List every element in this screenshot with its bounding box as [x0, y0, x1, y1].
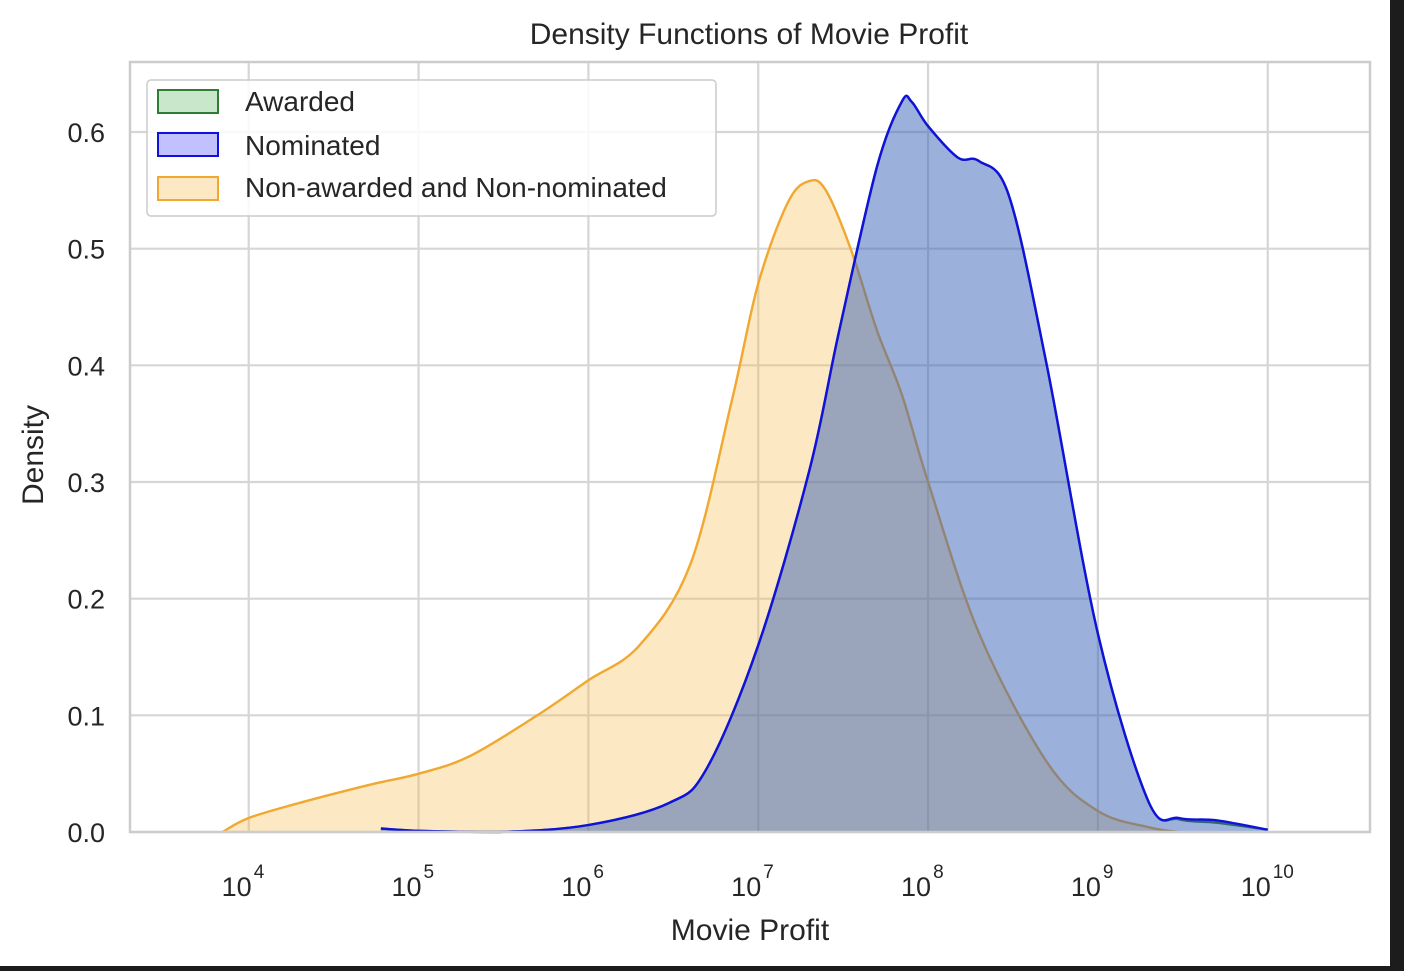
- area-non-awarded: [222, 180, 1179, 832]
- legend-swatch-nominated: [157, 132, 219, 157]
- density-areas: [221, 94, 1268, 834]
- x-tick-exponent: 10: [1273, 862, 1294, 883]
- legend-swatch-awarded: [157, 89, 219, 114]
- x-tick-exponent: 6: [593, 862, 604, 883]
- area-nominated: [380, 95, 1268, 832]
- legend-label-nominated: Nominated: [245, 130, 380, 161]
- x-tick-label: 10 9: [1071, 862, 1114, 902]
- x-axis-label: Movie Profit: [671, 914, 830, 947]
- x-tick-base: 10: [731, 872, 761, 902]
- y-tick-labels: 0.0 0.1 0.2 0.3 0.4 0.5 0.6: [67, 118, 105, 848]
- x-tick-label: 10 7: [731, 862, 774, 902]
- x-tick-label: 10 5: [392, 862, 435, 902]
- plot-frame: [128, 60, 1372, 834]
- legend-swatch-non-awarded: [157, 176, 219, 201]
- x-tick-exponent: 5: [424, 862, 435, 883]
- x-tick-base: 10: [392, 872, 422, 902]
- line-non-awarded: [221, 178, 1180, 834]
- legend-box: [146, 79, 717, 217]
- x-tick-exponent: 4: [254, 862, 265, 883]
- y-tick-label: 0.3: [67, 468, 105, 498]
- y-tick-label: 0.4: [67, 351, 105, 381]
- x-tick-base: 10: [1071, 872, 1101, 902]
- x-tick-exponent: 9: [1103, 862, 1114, 883]
- x-tick-base: 10: [1241, 872, 1271, 902]
- y-axis-label: Density: [17, 405, 50, 505]
- area-awarded: [380, 95, 1268, 832]
- y-tick-label: 0.6: [67, 118, 105, 148]
- line-nominated: [380, 94, 1268, 834]
- x-tick-labels: 10 4 10 5 10 6 10 7 10 8 10 9 10 10: [222, 862, 1294, 902]
- legend-label-awarded: Awarded: [245, 86, 355, 117]
- y-tick-label: 0.1: [67, 701, 105, 731]
- legend: Awarded Nominated Non-awarded and Non-no…: [146, 79, 717, 217]
- y-tick-label: 0.0: [67, 818, 105, 848]
- x-tick-exponent: 8: [933, 862, 944, 883]
- x-tick-base: 10: [561, 872, 591, 902]
- x-tick-label: 10 6: [561, 862, 604, 902]
- y-tick-label: 0.5: [67, 235, 105, 265]
- x-tick-label: 10 8: [901, 862, 944, 902]
- legend-label-non-awarded: Non-awarded and Non-nominated: [245, 172, 667, 203]
- x-tick-exponent: 7: [763, 862, 774, 883]
- x-tick-label: 10 4: [222, 862, 265, 902]
- chart-title: Density Functions of Movie Profit: [530, 18, 969, 51]
- x-tick-base: 10: [222, 872, 252, 902]
- y-tick-label: 0.2: [67, 585, 105, 615]
- x-tick-label: 10 10: [1241, 862, 1294, 902]
- x-tick-base: 10: [901, 872, 931, 902]
